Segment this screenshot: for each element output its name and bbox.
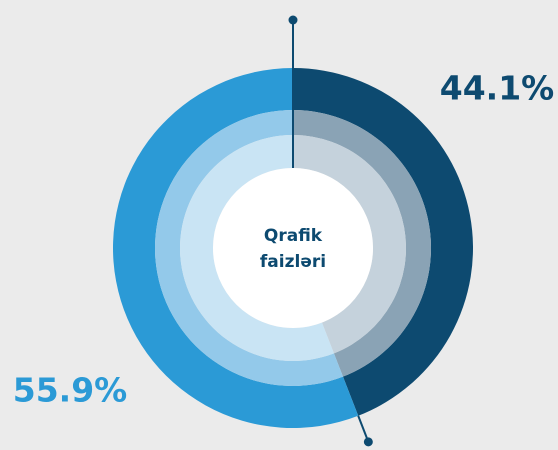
center-label: faizləri bbox=[260, 252, 326, 272]
slice bbox=[113, 68, 359, 428]
pin-dot bbox=[363, 437, 373, 447]
pin-dot bbox=[288, 15, 298, 25]
center-disc bbox=[213, 168, 373, 328]
donut bbox=[113, 68, 474, 428]
value-label: 55.9% bbox=[13, 371, 128, 410]
slice bbox=[293, 135, 406, 354]
slice bbox=[180, 135, 334, 361]
slice bbox=[155, 110, 343, 386]
pin bbox=[357, 415, 370, 443]
slice bbox=[293, 68, 474, 416]
value-label: 44.1% bbox=[440, 69, 555, 108]
center-label: Qrafik bbox=[264, 226, 323, 246]
slice bbox=[293, 110, 432, 377]
